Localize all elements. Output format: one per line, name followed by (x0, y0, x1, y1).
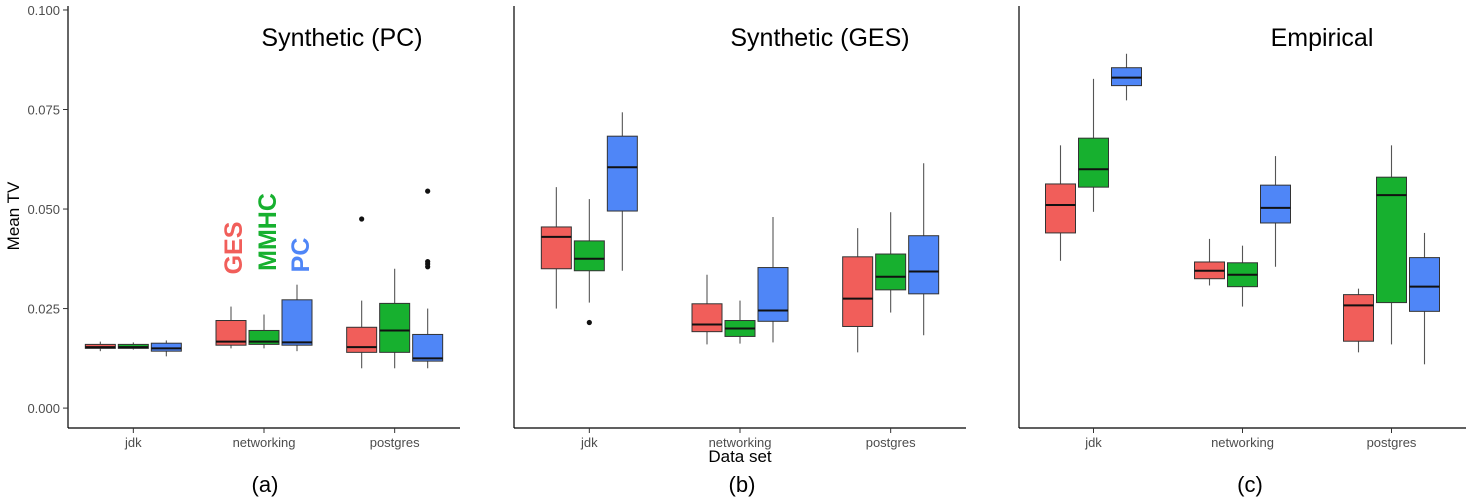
y-axis-title: Mean TV (4, 181, 23, 250)
box-mmhc-postgres (875, 212, 907, 313)
box-pc-networking (757, 217, 789, 343)
box-pc-postgres (412, 188, 444, 369)
box-ges-postgres (842, 228, 874, 353)
box-body (379, 302, 411, 353)
x-tick-label: postgres (1367, 435, 1417, 450)
panel-title: Synthetic (GES) (730, 24, 909, 52)
legend-label-pc: PC (287, 238, 315, 273)
x-tick-label: jdk (1084, 435, 1102, 450)
panel-2: jdk networking postgres Synthetic (GES) (b) (513, 6, 966, 497)
panel-title: Empirical (1271, 24, 1374, 52)
box-pc-postgres (1409, 232, 1440, 365)
x-tick-label: networking (709, 435, 772, 450)
box-body (573, 240, 605, 272)
box-body (757, 267, 789, 322)
box-body (1078, 137, 1109, 188)
box-mmhc-jdk (1078, 78, 1109, 212)
box-ges-postgres (346, 216, 378, 369)
box-ges-postgres (1343, 288, 1374, 353)
box-pc-networking (1260, 156, 1291, 267)
x-tick-label: postgres (370, 435, 420, 450)
box-mmhc-networking (248, 314, 280, 349)
x-axis-title: Data set (708, 447, 772, 466)
box-body (540, 226, 572, 270)
panel-subcaption: (c) (1237, 472, 1263, 497)
box-pc-networking (281, 284, 313, 352)
y-tick-label: 0.000 (27, 401, 60, 416)
box-body (1409, 257, 1440, 312)
x-tick-label: networking (233, 435, 296, 450)
box-body (1260, 184, 1291, 224)
x-tick-label: jdk (580, 435, 598, 450)
box-body (1045, 183, 1076, 234)
box-ges-jdk (84, 341, 116, 352)
box-ges-jdk (540, 187, 572, 309)
box-body (281, 299, 313, 346)
box-mmhc-jdk (573, 199, 605, 326)
box-pc-postgres (908, 163, 940, 336)
box-mmhc-postgres (379, 268, 411, 369)
box-body (412, 333, 444, 362)
panel-1: 0.000 0.025 0.050 0.075 0.100 jdk networking po… (27, 3, 460, 497)
outlier-point (359, 216, 365, 222)
box-pc-jdk (150, 340, 182, 357)
outlier-point (425, 258, 431, 265)
box-ges-jdk (1045, 145, 1076, 261)
panel-subcaption: (a) (252, 472, 279, 497)
box-ges-networking (691, 274, 723, 345)
y-tick-label: 0.050 (27, 202, 60, 217)
y-tick-label: 0.100 (27, 3, 60, 18)
legend-label-ges: GES (220, 222, 248, 275)
legend-label-mmhc: MMHC (254, 193, 282, 271)
x-tick-label: jdk (124, 435, 142, 450)
box-body (908, 235, 940, 295)
box-ges-networking (1194, 238, 1225, 286)
box-body (346, 326, 378, 353)
box-body (150, 342, 182, 352)
box-mmhc-networking (1227, 245, 1258, 307)
panel-3: jdk networking postgres Empirical (c) (1018, 6, 1466, 497)
y-tick-label: 0.075 (27, 103, 60, 118)
box-mmhc-jdk (117, 342, 149, 350)
y-tick-label: 0.025 (27, 302, 60, 317)
box-body (606, 135, 638, 212)
box-pc-jdk (1111, 53, 1142, 101)
box-body (842, 256, 874, 327)
box-body (1376, 176, 1407, 304)
box-body (1343, 294, 1374, 342)
panel-title: Synthetic (PC) (261, 24, 422, 52)
outlier-point (586, 319, 592, 326)
x-tick-label: networking (1211, 435, 1274, 450)
box-ges-networking (215, 306, 247, 349)
x-tick-label: postgres (866, 435, 916, 450)
box-body (875, 253, 907, 291)
box-mmhc-networking (724, 300, 756, 344)
panel-subcaption: (b) (729, 472, 756, 497)
box-mmhc-postgres (1376, 145, 1407, 345)
outlier-point (425, 188, 431, 194)
box-body (691, 303, 723, 333)
box-pc-jdk (606, 112, 638, 271)
